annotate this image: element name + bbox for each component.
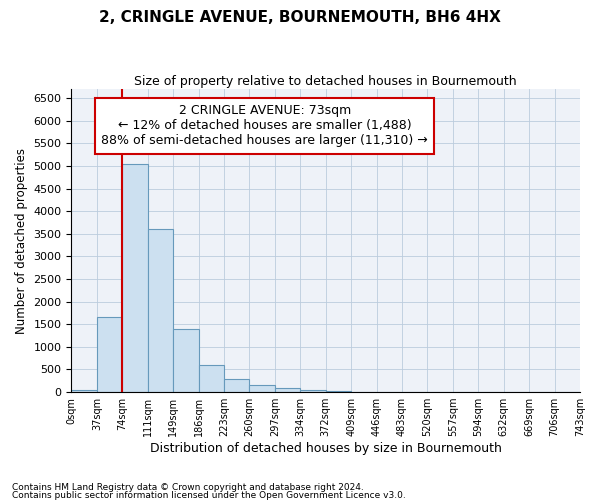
- Text: Contains public sector information licensed under the Open Government Licence v3: Contains public sector information licen…: [12, 490, 406, 500]
- Bar: [173, 329, 199, 392]
- Bar: [199, 364, 224, 392]
- Y-axis label: Number of detached properties: Number of detached properties: [15, 148, 28, 334]
- Bar: [275, 388, 300, 392]
- Bar: [148, 230, 173, 392]
- Bar: [122, 164, 148, 392]
- X-axis label: Distribution of detached houses by size in Bournemouth: Distribution of detached houses by size …: [150, 442, 502, 455]
- Bar: [300, 390, 326, 392]
- Title: Size of property relative to detached houses in Bournemouth: Size of property relative to detached ho…: [134, 75, 517, 88]
- Bar: [71, 390, 97, 392]
- Bar: [250, 386, 275, 392]
- Bar: [326, 390, 351, 392]
- Text: Contains HM Land Registry data © Crown copyright and database right 2024.: Contains HM Land Registry data © Crown c…: [12, 483, 364, 492]
- Text: 2, CRINGLE AVENUE, BOURNEMOUTH, BH6 4HX: 2, CRINGLE AVENUE, BOURNEMOUTH, BH6 4HX: [99, 10, 501, 25]
- Text: 2 CRINGLE AVENUE: 73sqm
← 12% of detached houses are smaller (1,488)
88% of semi: 2 CRINGLE AVENUE: 73sqm ← 12% of detache…: [101, 104, 428, 148]
- Bar: [224, 378, 250, 392]
- Bar: [97, 318, 122, 392]
